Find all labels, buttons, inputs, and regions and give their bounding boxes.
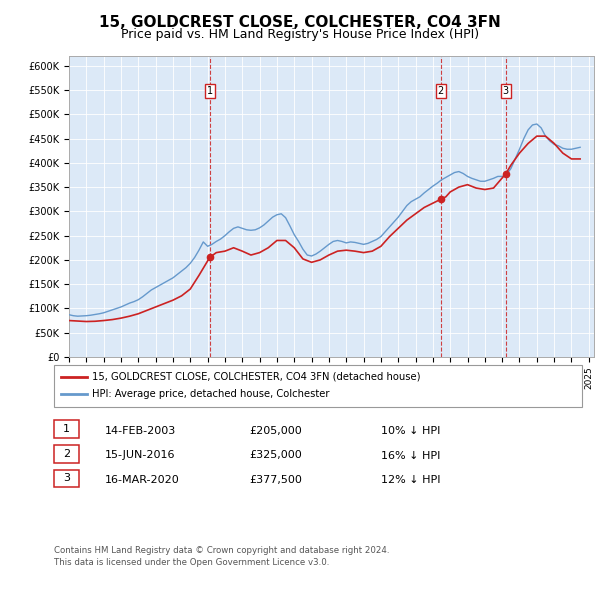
Text: 3: 3 xyxy=(503,86,509,96)
Text: 1: 1 xyxy=(63,424,70,434)
Text: Price paid vs. HM Land Registry's House Price Index (HPI): Price paid vs. HM Land Registry's House … xyxy=(121,28,479,41)
Text: 12% ↓ HPI: 12% ↓ HPI xyxy=(381,476,440,485)
Text: 1: 1 xyxy=(206,86,213,96)
Text: HPI: Average price, detached house, Colchester: HPI: Average price, detached house, Colc… xyxy=(92,389,329,399)
Text: 3: 3 xyxy=(63,474,70,483)
Text: 2: 2 xyxy=(63,449,70,458)
Text: 10% ↓ HPI: 10% ↓ HPI xyxy=(381,426,440,435)
Text: £325,000: £325,000 xyxy=(249,451,302,460)
Text: Contains HM Land Registry data © Crown copyright and database right 2024.: Contains HM Land Registry data © Crown c… xyxy=(54,546,389,555)
Text: 15-JUN-2016: 15-JUN-2016 xyxy=(105,451,176,460)
Text: This data is licensed under the Open Government Licence v3.0.: This data is licensed under the Open Gov… xyxy=(54,558,329,566)
Text: £205,000: £205,000 xyxy=(249,426,302,435)
Text: 2: 2 xyxy=(438,86,444,96)
Text: 14-FEB-2003: 14-FEB-2003 xyxy=(105,426,176,435)
Text: 16% ↓ HPI: 16% ↓ HPI xyxy=(381,451,440,460)
Text: 16-MAR-2020: 16-MAR-2020 xyxy=(105,476,180,485)
Text: £377,500: £377,500 xyxy=(249,476,302,485)
Text: 15, GOLDCREST CLOSE, COLCHESTER, CO4 3FN (detached house): 15, GOLDCREST CLOSE, COLCHESTER, CO4 3FN… xyxy=(92,372,420,382)
Text: 15, GOLDCREST CLOSE, COLCHESTER, CO4 3FN: 15, GOLDCREST CLOSE, COLCHESTER, CO4 3FN xyxy=(99,15,501,30)
